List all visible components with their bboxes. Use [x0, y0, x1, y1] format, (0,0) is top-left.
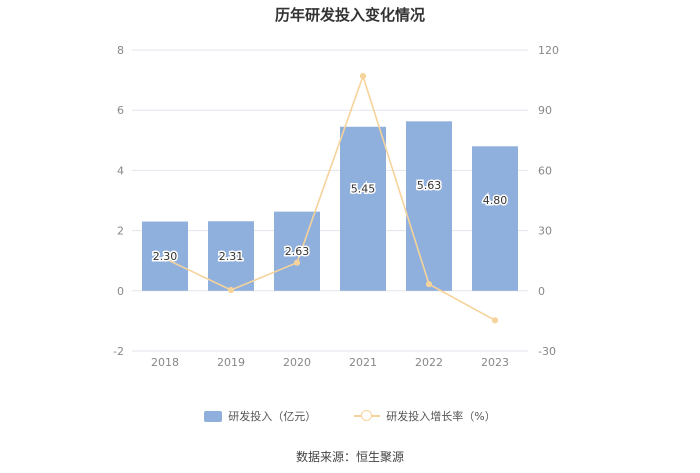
- x-tick-label: 2018: [151, 356, 179, 369]
- growth-point: [161, 255, 169, 262]
- chart-plot: 8 6 4 2 0 -2 120 90 60 30 0 -30 2018 2019 2020 2021 2022…: [113, 44, 559, 369]
- legend: 研发投入（亿元） 研发投入增长率（%）: [0, 408, 700, 424]
- y-right-tick-label: -30: [538, 345, 556, 358]
- x-tick-label: 2022: [415, 356, 443, 369]
- y-left-tick-label: 0: [117, 285, 124, 298]
- y-left-tick-label: 6: [117, 104, 124, 117]
- growth-point: [491, 317, 499, 324]
- bar: [274, 211, 320, 291]
- chart-title: 历年研发投入变化情况: [274, 6, 425, 24]
- y-left-tick-label: 2: [117, 225, 124, 238]
- bar-value-label: 4.80: [483, 194, 508, 207]
- data-source: 数据来源：恒生聚源: [295, 450, 404, 464]
- bar-value-label: 2.63: [285, 245, 310, 258]
- bar-value-label: 5.63: [417, 179, 442, 192]
- growth-line: [164, 73, 496, 321]
- growth-point: [425, 281, 433, 288]
- bar: [472, 146, 518, 291]
- y-left-tick-label: 8: [117, 44, 124, 57]
- y-right-tick-label: 60: [538, 164, 552, 177]
- legend-line-swatch: [354, 410, 381, 422]
- x-tick-label: 2019: [217, 356, 245, 369]
- growth-point: [359, 72, 367, 80]
- y-left-tick-label: -2: [113, 345, 124, 358]
- legend-label-line: 研发投入增长率（%）: [386, 410, 496, 423]
- bar: [340, 126, 386, 291]
- bar: [208, 221, 254, 291]
- legend-bar-swatch: [204, 410, 223, 422]
- x-tick-label: 2020: [283, 356, 311, 369]
- bar-value-label: 2.31: [219, 250, 244, 263]
- growth-point: [227, 286, 235, 294]
- legend-item-line[interactable]: 研发投入增长率（%）: [354, 408, 496, 424]
- growth-point: [293, 259, 301, 266]
- legend-item-bar[interactable]: 研发投入（亿元）: [204, 408, 316, 424]
- bar-value-label: 2.30: [153, 250, 178, 263]
- bar-value-label: 5.45: [351, 182, 376, 195]
- bar: [406, 121, 452, 291]
- y-right-tick-label: 90: [538, 104, 552, 117]
- y-left-tick-label: 4: [117, 164, 124, 177]
- y-right-tick-label: 30: [538, 225, 552, 238]
- y-right-tick-label: 120: [538, 44, 559, 57]
- legend-label-bar: 研发投入（亿元）: [228, 410, 317, 423]
- x-tick-label: 2021: [349, 356, 377, 369]
- y-right-tick-label: 0: [538, 285, 545, 298]
- x-tick-label: 2023: [481, 356, 509, 369]
